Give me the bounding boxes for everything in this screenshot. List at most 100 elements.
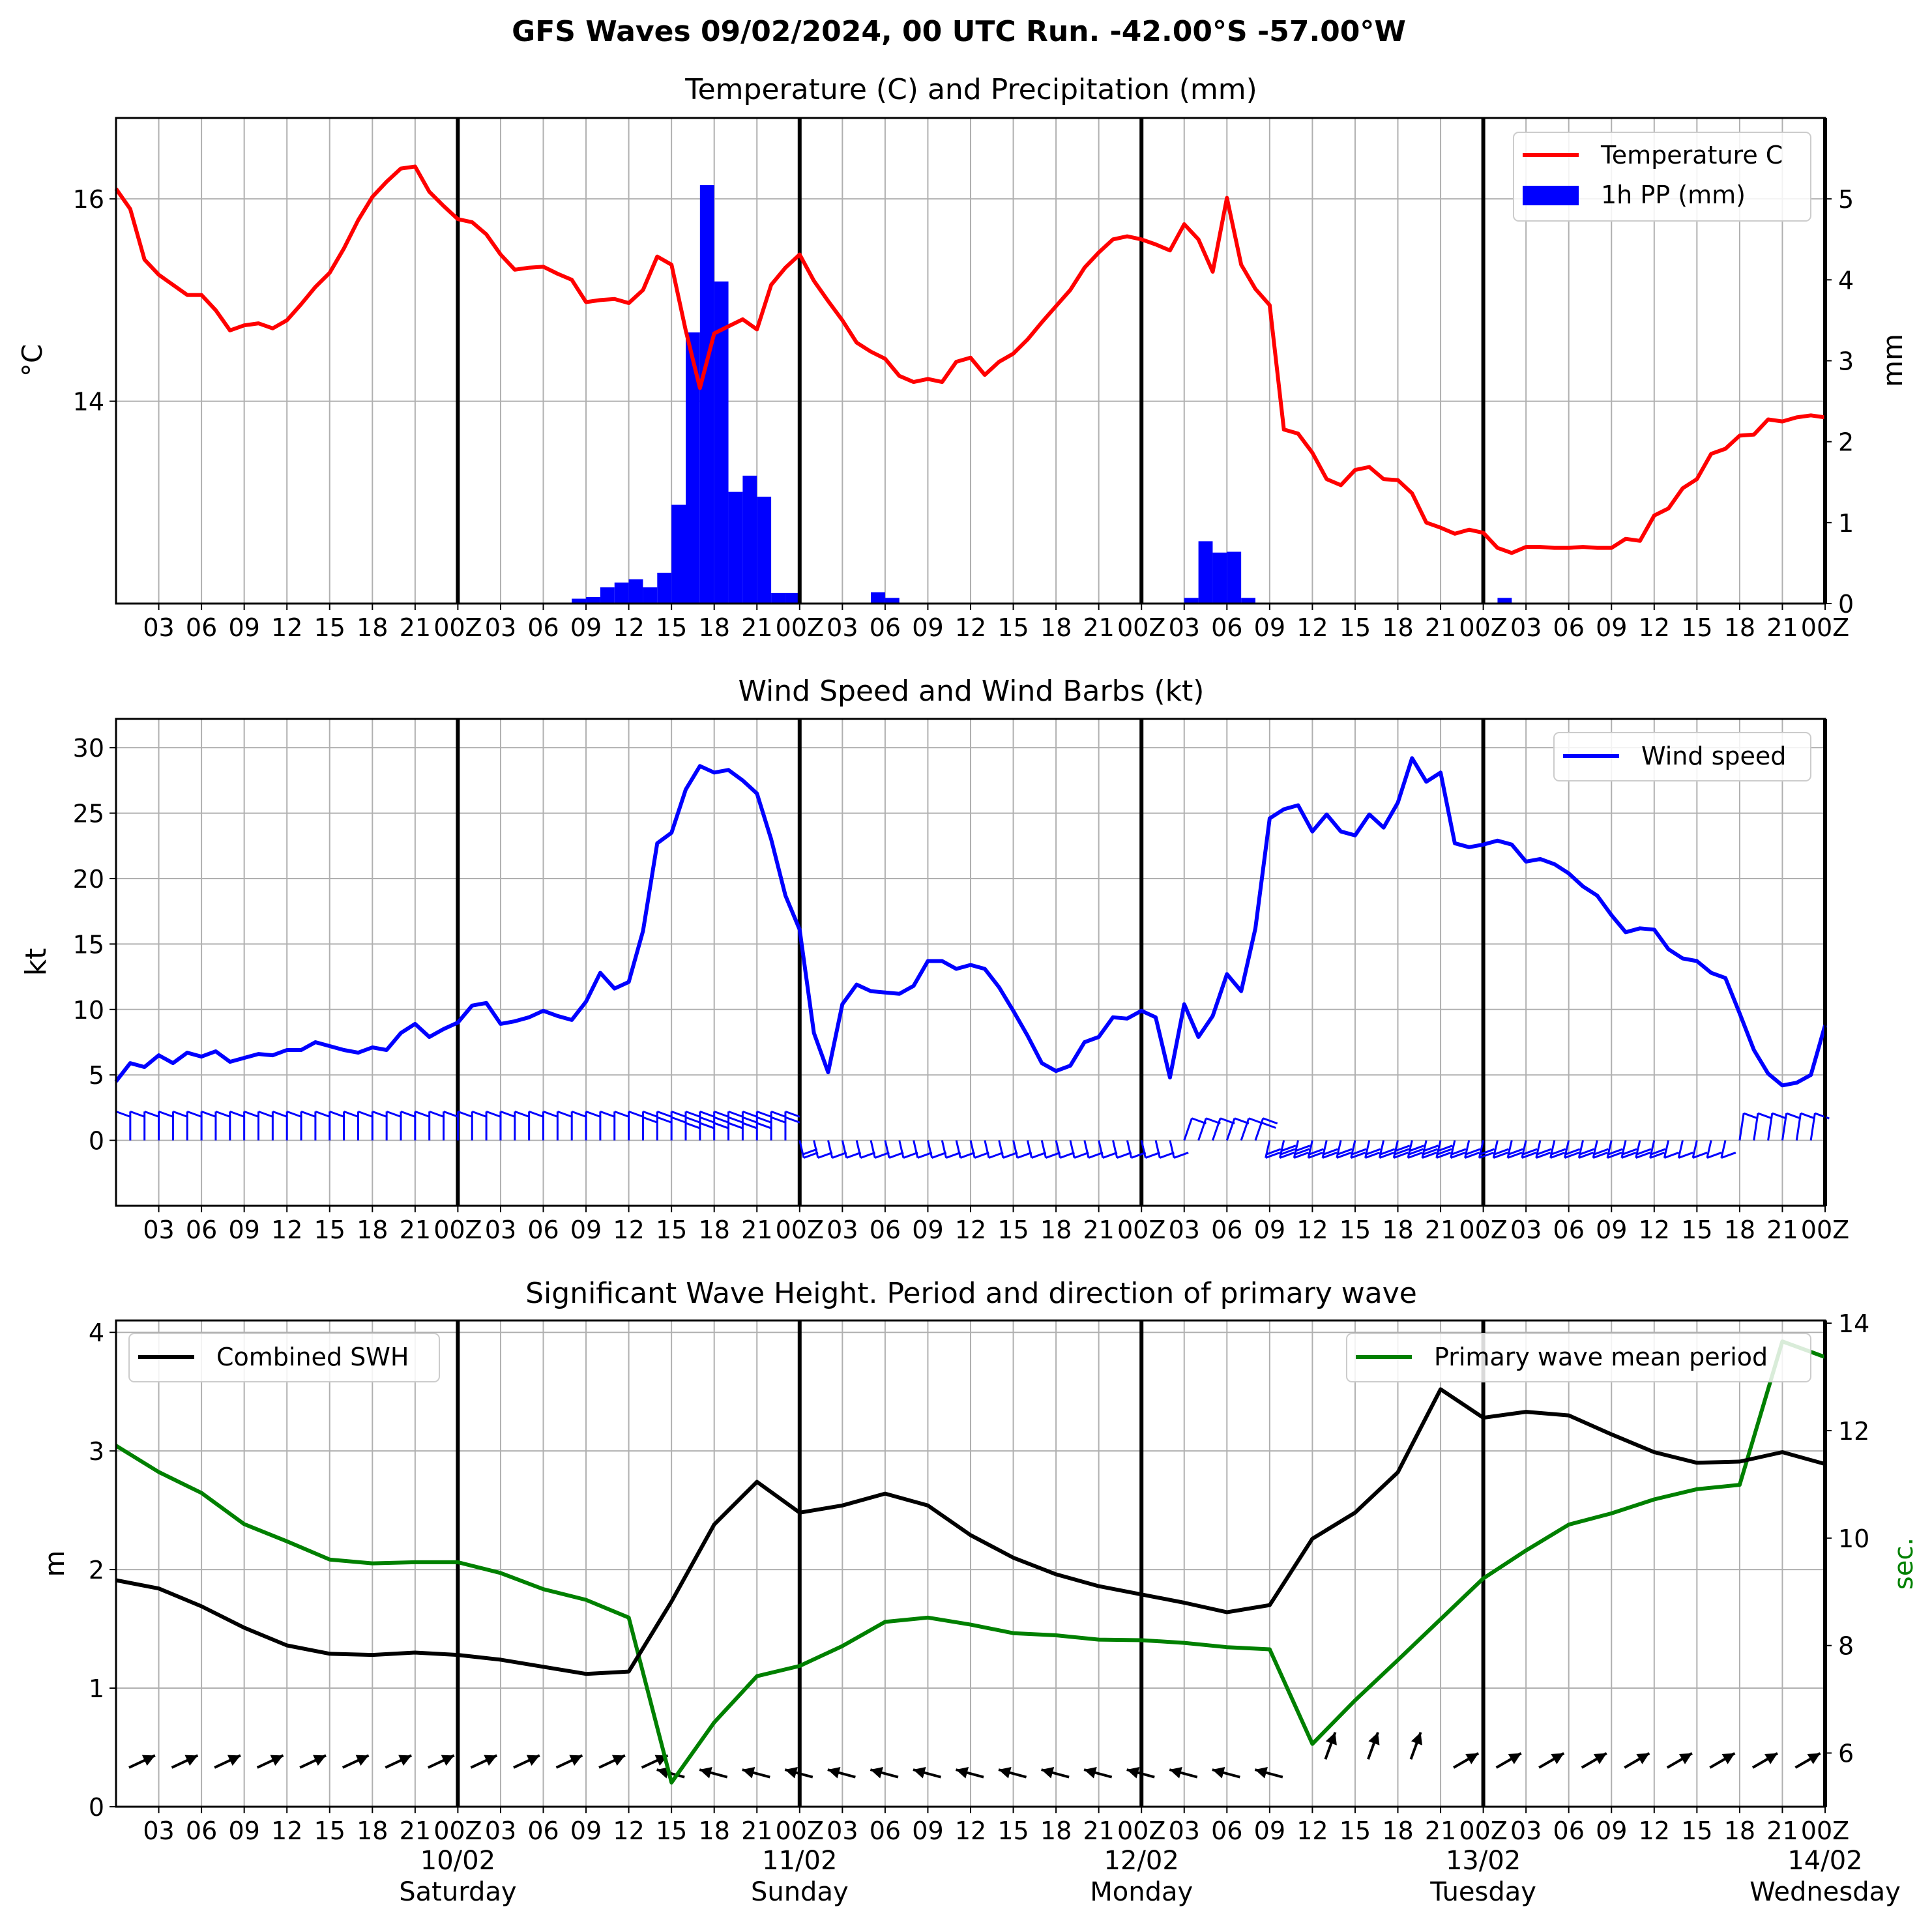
y-tick-label: 30 bbox=[73, 734, 104, 763]
date-label: 12/02 bbox=[1104, 1846, 1179, 1876]
wind-barb-flag bbox=[1322, 1152, 1338, 1159]
wind-barb-flag bbox=[1607, 1152, 1622, 1159]
wind-barb-flag bbox=[415, 1110, 430, 1118]
wind-barb-flag bbox=[542, 1110, 559, 1118]
x-tick-label: 09 bbox=[912, 1216, 943, 1244]
wind-barb-flag bbox=[1451, 1148, 1467, 1156]
wind-barb-flag bbox=[614, 1110, 630, 1118]
legend-label-precip: 1h PP (mm) bbox=[1601, 181, 1746, 209]
wave-arrow-head bbox=[1807, 1753, 1821, 1764]
x-tick-label: 21 bbox=[1083, 613, 1114, 642]
wind-barb bbox=[1663, 1140, 1670, 1158]
x-tick-label: 15 bbox=[656, 1817, 687, 1845]
plot-frame-temperature bbox=[115, 117, 1826, 605]
x-tick-label: 09 bbox=[570, 1817, 602, 1845]
wave-arrow-head bbox=[785, 1766, 798, 1779]
wave-arrow-head bbox=[227, 1755, 241, 1766]
wind-barb bbox=[1069, 1140, 1076, 1158]
precip-bar bbox=[785, 592, 800, 604]
wind-barb-flag bbox=[685, 1110, 701, 1118]
x-tick-label: 06 bbox=[1211, 613, 1242, 642]
wind-barb-flag bbox=[671, 1110, 686, 1118]
x-tick-label: 06 bbox=[527, 1817, 559, 1845]
x-tick-label: 12 bbox=[613, 1216, 644, 1244]
wind-barb bbox=[1549, 1140, 1556, 1158]
x-tick-label: 18 bbox=[1724, 1817, 1755, 1845]
wind-barb-flag bbox=[1493, 1148, 1509, 1156]
wind-barb-flag bbox=[785, 1110, 800, 1118]
wind-barb-flag bbox=[1592, 1152, 1608, 1159]
wind-barb bbox=[984, 1140, 990, 1158]
wind-barb-flag bbox=[1394, 1148, 1410, 1156]
wind-barb bbox=[1321, 1140, 1328, 1158]
panel-title-temperature: Temperature (C) and Precipitation (mm) bbox=[684, 73, 1257, 106]
x-tick-label: 18 bbox=[1382, 613, 1413, 642]
wind-barb bbox=[1307, 1140, 1313, 1158]
x-tick-label: 18 bbox=[357, 1817, 388, 1845]
y-tick-label: 14 bbox=[73, 388, 104, 416]
wind-barb-flag bbox=[215, 1110, 231, 1118]
wind-barb bbox=[1026, 1140, 1033, 1158]
wind-barb-flag bbox=[115, 1110, 131, 1118]
x-tick-label: 15 bbox=[314, 1216, 345, 1244]
wind-barb-flag bbox=[1565, 1148, 1581, 1156]
wind-barb bbox=[1279, 1140, 1285, 1158]
date-label: 11/02 bbox=[762, 1846, 837, 1876]
day-label: Monday bbox=[1090, 1877, 1193, 1907]
wind-barb bbox=[1336, 1140, 1342, 1158]
wind-barb-flag bbox=[1295, 1148, 1310, 1156]
y2-tick-label: 2 bbox=[1838, 428, 1854, 457]
x-tick-label: 06 bbox=[186, 1817, 217, 1845]
wind-barb-flag bbox=[1437, 1148, 1452, 1156]
wave-arrow-head bbox=[1678, 1753, 1692, 1764]
y-tick-label: 10 bbox=[73, 996, 104, 1025]
wind-barb bbox=[1435, 1140, 1442, 1158]
legend-period: Primary wave mean period bbox=[1346, 1333, 1811, 1382]
wave-arrow-head bbox=[827, 1766, 841, 1779]
wind-barb-flag bbox=[699, 1122, 715, 1130]
x-tick-label: 18 bbox=[699, 1216, 730, 1244]
wind-barb-flag bbox=[1263, 1117, 1278, 1125]
wind-barb-flag bbox=[742, 1116, 757, 1124]
wind-barb-flag bbox=[1607, 1148, 1623, 1156]
wind-barb-flag bbox=[1786, 1112, 1802, 1120]
wind-barb bbox=[1506, 1140, 1513, 1158]
x-tick-label: 03 bbox=[143, 1817, 174, 1845]
wind-barb-flag bbox=[1578, 1152, 1594, 1159]
wind-barb-flag bbox=[1365, 1152, 1381, 1159]
wind-barb-flag bbox=[874, 1152, 890, 1159]
wind-barb-flag bbox=[1295, 1145, 1311, 1152]
x-tick-label: 09 bbox=[1596, 1817, 1627, 1845]
legend-label-period: Primary wave mean period bbox=[1434, 1343, 1768, 1371]
wind-barb-flag bbox=[1308, 1152, 1323, 1159]
x-tick-label: 06 bbox=[527, 613, 559, 642]
wind-barb-flag bbox=[1031, 1152, 1047, 1159]
x-tick-label: 15 bbox=[997, 1817, 1029, 1845]
swh-line bbox=[115, 1387, 1826, 1676]
panel-title-wave: Significant Wave Height. Period and dire… bbox=[525, 1277, 1417, 1310]
wave-arrow-head bbox=[742, 1766, 755, 1779]
wave-arrow-head bbox=[1169, 1766, 1182, 1779]
wind-barb bbox=[1577, 1140, 1585, 1158]
y2-tick-label: 4 bbox=[1838, 266, 1854, 295]
x-tick-label: 09 bbox=[228, 613, 259, 642]
precip-bar bbox=[1227, 551, 1242, 604]
panel-title-wind: Wind Speed and Wind Barbs (kt) bbox=[739, 675, 1205, 708]
wind-barb-flag bbox=[770, 1116, 786, 1124]
y2-tick-label: 0 bbox=[1838, 590, 1854, 619]
x-tick-label: 18 bbox=[357, 613, 388, 642]
precip-bar bbox=[742, 475, 757, 604]
wind-barb-flag bbox=[756, 1116, 772, 1124]
wind-barb bbox=[1083, 1140, 1090, 1158]
x-tick-label: 03 bbox=[827, 1817, 858, 1845]
wind-barb-flag bbox=[1337, 1148, 1353, 1156]
wave-arrow-head bbox=[1636, 1753, 1650, 1764]
wind-barb bbox=[1183, 1118, 1193, 1141]
wind-barb bbox=[1293, 1140, 1300, 1158]
x-tick-label: 06 bbox=[1211, 1817, 1242, 1845]
wind-barb-flag bbox=[386, 1110, 402, 1118]
wind-barb-flag bbox=[1650, 1148, 1666, 1156]
wave-arrow-head bbox=[441, 1755, 454, 1766]
ylabel-temperature: °C bbox=[16, 344, 48, 377]
wind-barb-flag bbox=[671, 1116, 686, 1124]
